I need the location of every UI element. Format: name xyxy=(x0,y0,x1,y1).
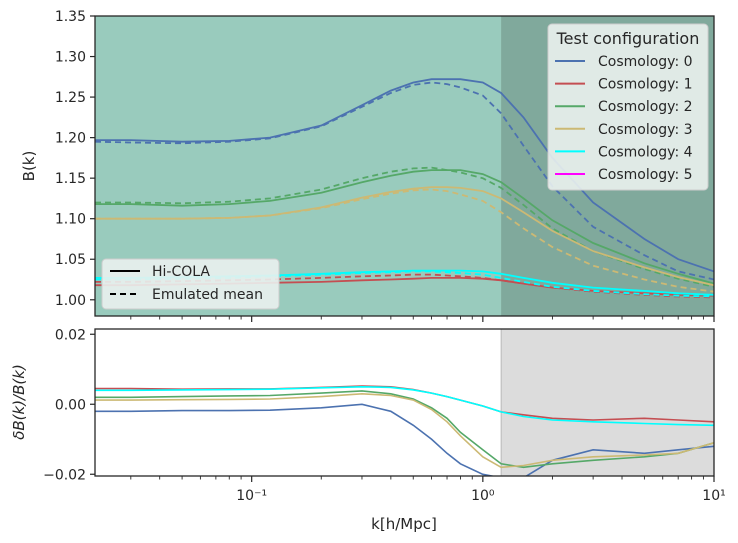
x-tick-label: 10⁻¹ xyxy=(236,488,267,504)
bottom-y-tick-label: −0.02 xyxy=(43,467,86,483)
style-legend-box xyxy=(101,258,280,310)
top-panel: 1.00 1.05 1.10 1.15 1.20 1.25 1.30 1.35 B(k) Te… xyxy=(20,9,715,322)
x-axis-label: k[h/Mpc] xyxy=(371,515,437,533)
top-y-tick-label: 1.35 xyxy=(55,9,86,25)
top-y-tick-label: 1.30 xyxy=(55,50,86,66)
x-tick-label: 10¹ xyxy=(702,488,725,504)
top-panel-frame xyxy=(94,15,715,317)
bottom-panel-frame xyxy=(94,328,715,477)
top-y-tick-label: 1.20 xyxy=(55,131,86,147)
bottom-y-axis-label: δB(k)/B(k) xyxy=(10,364,28,440)
bottom-panel: −0.02 0.00 0.02 10⁻¹ 10⁰ 10¹ δB(k)/B(k) k[h/… xyxy=(10,327,726,533)
top-y-tick-label: 1.00 xyxy=(55,293,86,309)
x-tick-label: 10⁰ xyxy=(471,488,495,504)
bottom-shaded-region xyxy=(501,329,714,476)
top-y-tick-label: 1.05 xyxy=(55,252,86,268)
bottom-y-tick-label: 0.02 xyxy=(55,327,86,343)
bottom-x-ticks: 10⁻¹ 10⁰ 10¹ xyxy=(130,476,726,504)
top-y-tick-label: 1.10 xyxy=(55,212,86,228)
top-hicola-line-cosmology-0 xyxy=(95,78,714,273)
legend-hicola-label: Hi-COLA xyxy=(152,264,210,280)
top-hicola-line-cosmology-3 xyxy=(95,186,714,287)
bottom-residual-line-cosmology-0 xyxy=(95,403,714,476)
test-legend-items: Cosmology: 0 Cosmology: 1 Cosmology: 2 Cosm… xyxy=(555,54,693,183)
bottom-residual-line-cosmology-4 xyxy=(95,385,714,427)
style-legend: Hi-COLA Emulated mean xyxy=(101,258,280,310)
bottom-residual-line-cosmology-2 xyxy=(95,390,714,469)
top-emulated-line-cosmology-2 xyxy=(95,166,714,288)
test-legend-label: Cosmology: 4 xyxy=(598,144,693,160)
bottom-y-tick-label: 0.00 xyxy=(55,397,86,413)
test-legend-label: Cosmology: 5 xyxy=(598,167,693,183)
top-y-ticks: 1.00 1.05 1.10 1.15 1.20 1.25 1.30 1.35 xyxy=(55,9,95,309)
top-y-axis-label: B(k) xyxy=(20,151,38,182)
top-x-ticks xyxy=(130,316,715,322)
bottom-series-layer xyxy=(95,385,714,476)
test-legend-label: Cosmology: 2 xyxy=(598,99,693,115)
legend-emulated-label: Emulated mean xyxy=(152,287,263,303)
test-legend-box xyxy=(547,23,709,191)
test-configuration-legend: Test configuration Cosmology: 0Cosmology… xyxy=(547,23,709,191)
test-legend-label: Cosmology: 0 xyxy=(598,54,693,70)
test-legend-label: Cosmology: 3 xyxy=(598,122,693,138)
bottom-residual-line-cosmology-3 xyxy=(95,392,714,469)
test-legend-label: Cosmology: 1 xyxy=(598,77,693,93)
test-legend-title: Test configuration xyxy=(556,29,700,48)
top-y-tick-label: 1.25 xyxy=(55,90,86,106)
bottom-y-ticks: −0.02 0.00 0.02 xyxy=(43,327,95,483)
top-hicola-line-cosmology-2 xyxy=(95,169,714,285)
top-y-tick-label: 1.15 xyxy=(55,171,86,187)
